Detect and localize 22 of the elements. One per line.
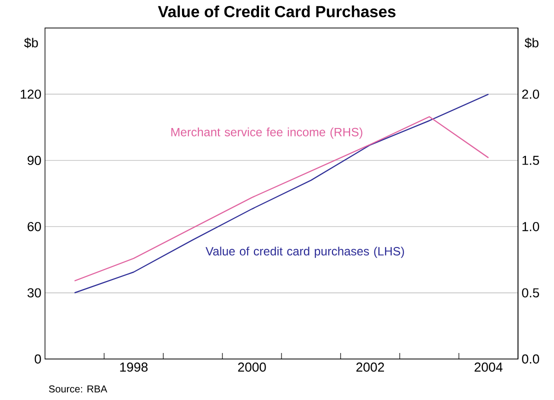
- chart-title: Value of Credit Card Purchases: [158, 6, 396, 18]
- line-series: [74, 94, 489, 294]
- x-tick-label: 1998: [120, 362, 148, 372]
- y-tick-label: 90: [28, 156, 41, 165]
- y-tick-label: 30: [28, 288, 41, 298]
- line-series: [74, 116, 489, 282]
- y2-tick-label: 1.0: [522, 222, 540, 232]
- series-label: Value of credit card purchases (LHS): [206, 246, 404, 258]
- y-tick-label: 120: [20, 90, 41, 99]
- y2-tick-label: 0.0: [522, 354, 540, 364]
- x-tick-label: 2000: [238, 362, 266, 372]
- y2-tick-label: 2.0: [522, 90, 540, 99]
- y2-tick-label: 1.5: [522, 156, 540, 165]
- x-tick-label: 2004: [474, 362, 503, 372]
- source-note: Source: RBA: [48, 385, 108, 392]
- y-axis-title: $b: [24, 38, 38, 48]
- y-tick-label: 0: [34, 354, 41, 364]
- y-tick-label: 60: [28, 222, 41, 232]
- x-tick-label: 2002: [356, 362, 384, 372]
- y2-axis-title: $b: [524, 38, 538, 48]
- series-label: Merchant service fee income (RHS): [171, 128, 362, 139]
- y2-tick-label: 0.5: [522, 288, 540, 298]
